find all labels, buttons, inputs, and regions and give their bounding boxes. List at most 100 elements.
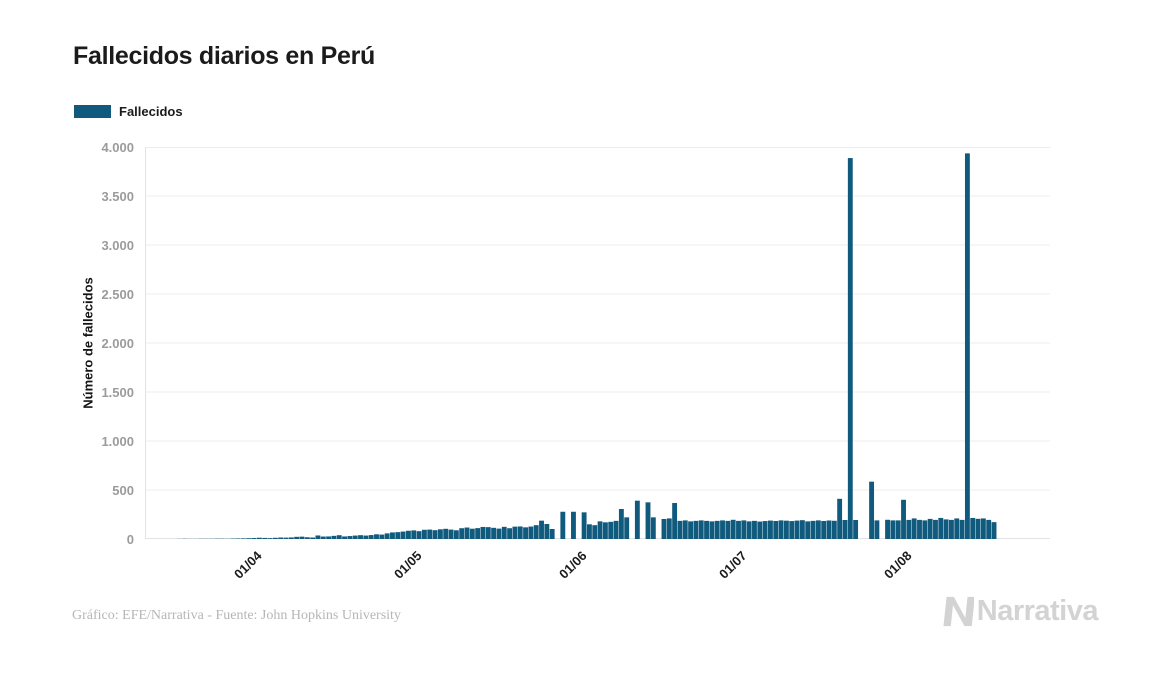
bar[interactable] — [980, 518, 986, 539]
bar[interactable] — [757, 521, 763, 539]
bar[interactable] — [613, 520, 619, 539]
bar[interactable] — [895, 520, 901, 539]
bar[interactable] — [730, 519, 736, 539]
bar[interactable] — [768, 520, 773, 539]
bar[interactable] — [310, 537, 316, 539]
bar[interactable] — [975, 518, 981, 539]
bar[interactable] — [991, 522, 997, 539]
bar[interactable] — [720, 520, 725, 539]
bar[interactable] — [677, 520, 683, 539]
bar[interactable] — [443, 528, 449, 539]
bar[interactable] — [682, 520, 688, 539]
bar[interactable] — [672, 503, 678, 539]
bar[interactable] — [624, 517, 630, 539]
bar[interactable] — [602, 522, 608, 539]
bar[interactable] — [901, 499, 906, 539]
bar[interactable] — [320, 536, 326, 539]
bar[interactable] — [810, 520, 816, 539]
bar[interactable] — [544, 524, 550, 539]
bar[interactable] — [246, 538, 252, 539]
bar[interactable] — [496, 528, 502, 539]
bar[interactable] — [911, 518, 917, 539]
bar[interactable] — [778, 520, 784, 539]
bar[interactable] — [432, 530, 438, 539]
bar[interactable] — [650, 517, 656, 539]
bar[interactable] — [821, 520, 827, 539]
bar[interactable] — [869, 481, 875, 539]
bar[interactable] — [752, 520, 757, 539]
bar[interactable] — [523, 527, 528, 539]
bar[interactable] — [539, 520, 544, 539]
bar[interactable] — [512, 526, 518, 539]
bar[interactable] — [906, 519, 912, 539]
bar[interactable] — [927, 518, 933, 539]
bar[interactable] — [661, 519, 667, 539]
bar[interactable] — [400, 531, 406, 539]
bar[interactable] — [491, 527, 497, 539]
bar[interactable] — [714, 520, 720, 539]
bar[interactable] — [256, 537, 262, 539]
bar[interactable] — [933, 519, 938, 539]
bar[interactable] — [922, 520, 928, 539]
bar[interactable] — [251, 538, 257, 539]
bar[interactable] — [571, 511, 576, 539]
bar[interactable] — [666, 518, 672, 539]
bar[interactable] — [240, 538, 246, 539]
bar[interactable] — [315, 535, 321, 539]
bar[interactable] — [709, 521, 715, 539]
bar[interactable] — [485, 527, 491, 539]
bar[interactable] — [294, 536, 300, 539]
bar[interactable] — [288, 537, 294, 539]
bar[interactable] — [416, 531, 422, 539]
bar[interactable] — [368, 535, 374, 539]
bar[interactable] — [592, 525, 598, 539]
bar[interactable] — [411, 530, 417, 539]
bar[interactable] — [805, 521, 811, 539]
bar[interactable] — [395, 532, 401, 539]
bar[interactable] — [272, 537, 278, 539]
bar[interactable] — [331, 535, 337, 539]
bar[interactable] — [634, 500, 640, 539]
bar[interactable] — [517, 526, 523, 539]
bar[interactable] — [304, 537, 310, 539]
bar[interactable] — [853, 519, 859, 539]
bar[interactable] — [847, 158, 853, 539]
bar[interactable] — [693, 520, 699, 539]
bar[interactable] — [746, 521, 752, 539]
bar[interactable] — [421, 529, 427, 539]
bar[interactable] — [949, 519, 954, 539]
bar[interactable] — [954, 518, 960, 539]
bar[interactable] — [464, 527, 470, 539]
bar[interactable] — [352, 535, 358, 539]
bar[interactable] — [799, 520, 805, 539]
bar[interactable] — [459, 528, 465, 539]
bar[interactable] — [688, 521, 694, 539]
bar[interactable] — [885, 519, 890, 539]
bar[interactable] — [475, 528, 481, 539]
bar[interactable] — [299, 536, 305, 539]
bar[interactable] — [608, 521, 614, 539]
bar[interactable] — [347, 536, 353, 539]
bar[interactable] — [581, 512, 587, 539]
bar[interactable] — [970, 517, 976, 539]
bar[interactable] — [826, 520, 832, 539]
bar[interactable] — [783, 520, 789, 539]
bar[interactable] — [262, 537, 268, 539]
bar[interactable] — [549, 529, 555, 539]
bar[interactable] — [943, 519, 949, 539]
bar[interactable] — [890, 520, 896, 539]
bar[interactable] — [917, 519, 922, 539]
bar[interactable] — [480, 526, 486, 539]
bar[interactable] — [938, 517, 944, 539]
bar[interactable] — [741, 520, 747, 539]
bar[interactable] — [336, 535, 342, 539]
bar[interactable] — [587, 524, 592, 539]
bar[interactable] — [469, 528, 475, 539]
bar[interactable] — [597, 521, 603, 539]
bar[interactable] — [528, 526, 534, 539]
bar[interactable] — [773, 520, 779, 539]
bar[interactable] — [342, 536, 347, 539]
bar[interactable] — [698, 520, 704, 539]
bar[interactable] — [789, 521, 795, 539]
bar[interactable] — [406, 530, 411, 539]
